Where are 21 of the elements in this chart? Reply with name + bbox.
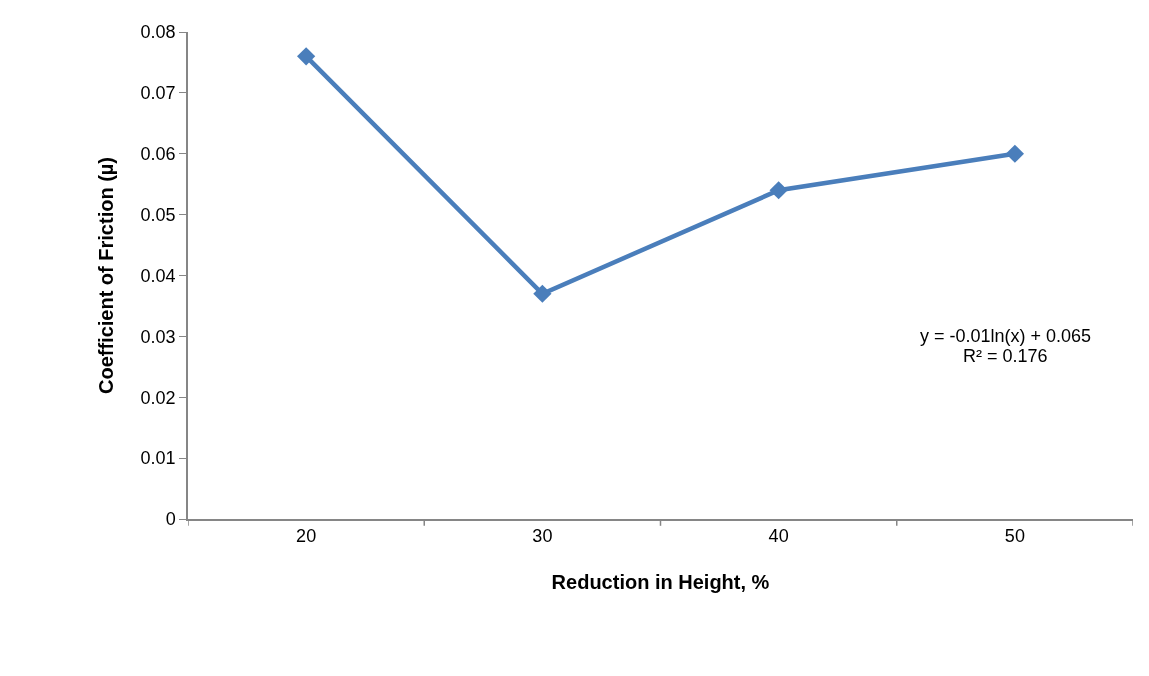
x-tick-label: 40 — [768, 526, 789, 547]
y-tick-label: 0.08 — [140, 22, 176, 43]
y-tick-label: 0.06 — [140, 144, 176, 165]
y-tick-label: 0.05 — [140, 204, 176, 225]
x-tick-label: 20 — [296, 526, 317, 547]
y-tick-label: 0.02 — [140, 387, 176, 408]
annotation: R² = 0.176 — [963, 346, 1048, 366]
y-tick-label: 0.01 — [140, 448, 176, 469]
y-tick-label: 0.07 — [140, 83, 176, 104]
x-tick-label: 30 — [532, 526, 553, 547]
point — [297, 47, 316, 66]
x-tick-label: 50 — [1004, 526, 1025, 547]
point — [533, 284, 552, 303]
y-tick-label: 0.04 — [140, 265, 176, 286]
point — [1005, 144, 1024, 163]
y-axis-title: Coefficient of Friction (µ) — [94, 156, 117, 395]
x-axis-title: Reduction in Height, % — [551, 571, 770, 594]
y-tick-label: 0 — [165, 509, 176, 530]
annotation: y = -0.01ln(x) + 0.065 — [920, 326, 1092, 346]
point — [769, 181, 788, 200]
y-tick-label: 0.03 — [140, 326, 176, 347]
